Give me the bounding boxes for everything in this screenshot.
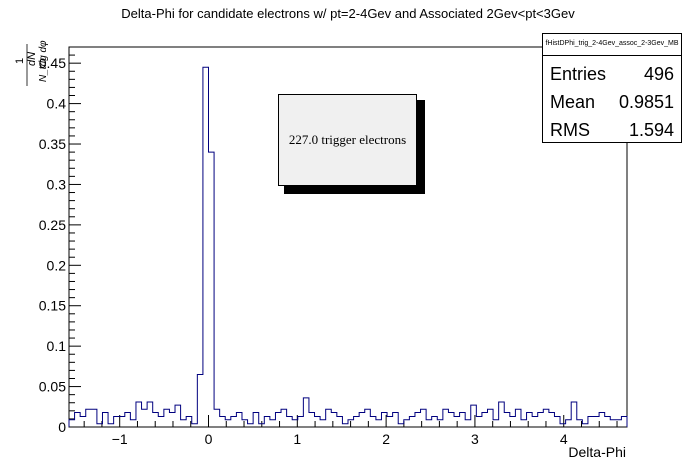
stats-row-rms: RMS 1.594 bbox=[550, 116, 674, 144]
y-tick-label: 0.35 bbox=[39, 136, 66, 152]
y-tick-label: 0.1 bbox=[47, 338, 67, 354]
stats-histogram-name: fHistDPhi_trig_2-4Gev_assoc_2-3Gev_MB bbox=[545, 40, 679, 47]
y-tick-label: 0.05 bbox=[39, 379, 66, 395]
stats-rms-label: RMS bbox=[550, 119, 590, 140]
y-tick-label: 0.15 bbox=[39, 298, 66, 314]
x-tick-label: 4 bbox=[560, 431, 568, 447]
stats-entries-value: 496 bbox=[643, 63, 674, 84]
stats-row-mean: Mean 0.9851 bbox=[550, 88, 674, 116]
stats-mean-label: Mean bbox=[550, 91, 596, 112]
histogram-series bbox=[68, 66, 628, 427]
stats-rms-value: 1.594 bbox=[628, 119, 674, 140]
y-axis-label: 1 dN N_trig dφ bbox=[14, 40, 49, 86]
chart-title: Delta-Phi for candidate electrons w/ pt=… bbox=[121, 6, 575, 21]
x-tick-label: 1 bbox=[293, 431, 301, 447]
y-tick-label: 0.4 bbox=[47, 96, 67, 112]
stats-separator bbox=[543, 55, 681, 56]
stats-mean-value: 0.9851 bbox=[618, 91, 674, 112]
y-axis-label-numerator: dN bbox=[26, 52, 38, 66]
y-tick-label: 0.25 bbox=[39, 217, 66, 233]
plot-frame bbox=[68, 46, 628, 428]
y-axis-ticks: 0 0.05 0.1 0.15 0.2 0.25 0.3 0.35 0.4 0.45 bbox=[39, 46, 81, 435]
y-tick-label: 0 bbox=[58, 419, 66, 435]
annotation-box: 227.0 trigger electrons bbox=[278, 94, 417, 186]
x-axis-label: Delta-Phi bbox=[568, 444, 626, 460]
stats-box: fHistDPhi_trig_2-4Gev_assoc_2-3Gev_MB En… bbox=[542, 33, 682, 143]
stats-row-entries: Entries 496 bbox=[550, 60, 674, 88]
y-axis-label-prefix: 1 bbox=[14, 58, 26, 64]
x-tick-label: 2 bbox=[382, 431, 390, 447]
y-tick-label: 0.2 bbox=[47, 257, 67, 273]
y-tick-label: 0.3 bbox=[47, 176, 67, 192]
x-tick-label: −1 bbox=[112, 431, 128, 447]
x-axis-ticks: −1 0 1 2 3 4 bbox=[83, 415, 618, 447]
stats-entries-label: Entries bbox=[550, 63, 607, 84]
annotation-text: 227.0 trigger electrons bbox=[288, 132, 407, 147]
y-axis-label-denominator: N_trig dφ bbox=[38, 40, 49, 82]
y-tick-label: 0.45 bbox=[39, 55, 66, 71]
x-tick-label: 3 bbox=[471, 431, 479, 447]
x-tick-label: 0 bbox=[205, 431, 213, 447]
